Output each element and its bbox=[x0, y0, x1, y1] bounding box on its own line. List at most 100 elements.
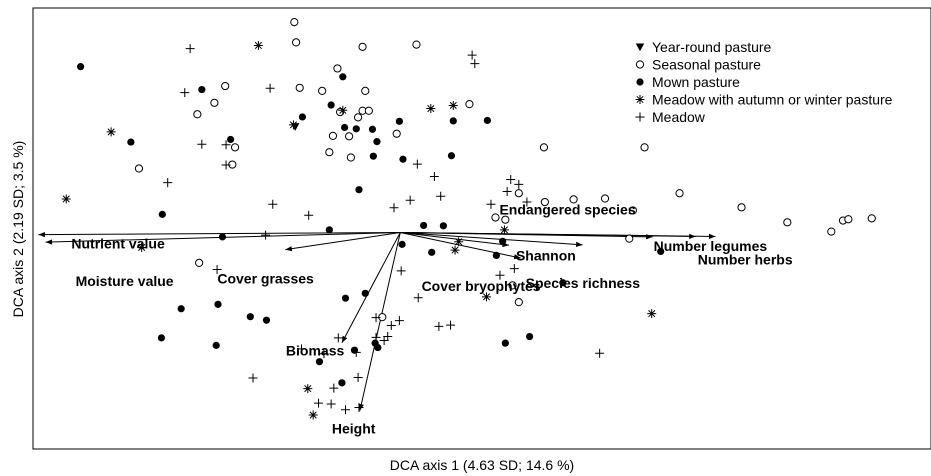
point bbox=[675, 189, 684, 198]
point bbox=[230, 143, 240, 152]
point bbox=[420, 221, 428, 230]
y-axis-title: DCA axis 2 (2.19 SD; 3.5 %) bbox=[10, 141, 26, 318]
x-axis-title: DCA axis 1 (4.63 SD; 14.6 %) bbox=[390, 457, 574, 473]
point bbox=[522, 197, 532, 207]
point bbox=[467, 50, 477, 60]
point bbox=[501, 339, 509, 347]
point bbox=[508, 281, 517, 290]
point bbox=[394, 316, 404, 326]
point bbox=[338, 379, 346, 387]
vector-label-nutrient-value: Nutrient value bbox=[71, 236, 165, 252]
point bbox=[325, 148, 334, 157]
point bbox=[198, 85, 206, 94]
arrowhead bbox=[646, 234, 653, 240]
vector-label-cover-bryophytes: Cover bryophytes bbox=[422, 278, 541, 294]
point bbox=[341, 294, 350, 302]
vector-cover-bryophytes bbox=[400, 231, 583, 247]
point bbox=[297, 344, 307, 354]
point bbox=[325, 226, 333, 234]
arrowhead bbox=[45, 239, 53, 245]
arrowhead bbox=[285, 246, 293, 252]
point bbox=[454, 237, 464, 247]
vector-line bbox=[341, 232, 401, 343]
legend-item-year-round-pasture: Year-round pasture bbox=[635, 39, 772, 55]
point bbox=[364, 106, 373, 115]
point bbox=[446, 320, 456, 330]
arrowhead bbox=[575, 241, 583, 247]
point bbox=[212, 341, 220, 349]
point bbox=[308, 410, 318, 420]
vector-line bbox=[400, 231, 696, 237]
point bbox=[261, 230, 271, 240]
legend-marker bbox=[635, 43, 645, 52]
point bbox=[368, 125, 377, 133]
point bbox=[525, 332, 534, 341]
point bbox=[333, 333, 343, 343]
point bbox=[628, 206, 637, 215]
vector-label-number-herbs: Number herbs bbox=[698, 251, 793, 267]
point bbox=[434, 321, 444, 331]
point bbox=[355, 186, 363, 194]
point bbox=[329, 383, 339, 393]
point bbox=[193, 110, 202, 119]
point bbox=[470, 59, 480, 69]
point bbox=[379, 336, 389, 346]
legend-label: Year-round pasture bbox=[652, 39, 772, 55]
point bbox=[253, 40, 263, 50]
point bbox=[185, 44, 195, 54]
series-mown-pasture bbox=[76, 63, 665, 387]
point bbox=[640, 143, 649, 152]
point bbox=[502, 186, 512, 196]
vector-nutrient-value bbox=[38, 231, 401, 238]
point bbox=[246, 313, 254, 321]
point bbox=[354, 403, 364, 413]
arrowhead bbox=[689, 233, 696, 239]
legend-marker bbox=[635, 95, 645, 104]
point bbox=[290, 18, 299, 27]
point bbox=[389, 203, 399, 213]
point bbox=[371, 313, 381, 323]
point bbox=[540, 197, 549, 207]
point bbox=[268, 199, 278, 209]
point bbox=[447, 152, 456, 160]
point bbox=[106, 127, 116, 137]
vector-line bbox=[38, 231, 401, 236]
point bbox=[495, 270, 505, 280]
vector-labels: Endangered species Shannon Species richnes… bbox=[71, 201, 792, 436]
point bbox=[569, 195, 578, 204]
point bbox=[221, 81, 230, 91]
point bbox=[398, 240, 406, 248]
point bbox=[341, 123, 349, 132]
vector-line bbox=[285, 231, 401, 251]
point bbox=[292, 38, 301, 47]
legend-marker bbox=[635, 60, 645, 69]
point bbox=[412, 40, 421, 49]
point bbox=[346, 153, 355, 162]
point bbox=[373, 138, 381, 146]
vector-label-height: Height bbox=[332, 421, 376, 437]
point bbox=[428, 248, 436, 256]
vector-line bbox=[400, 231, 583, 246]
legend-item-meadow: Meadow bbox=[635, 109, 706, 125]
point bbox=[449, 117, 457, 125]
point bbox=[358, 42, 367, 51]
point bbox=[265, 83, 275, 93]
vector-label-cover-grasses: Cover grasses bbox=[217, 271, 314, 287]
point bbox=[429, 171, 439, 181]
point bbox=[218, 233, 227, 241]
point bbox=[352, 125, 360, 133]
point bbox=[344, 132, 354, 141]
point bbox=[158, 210, 166, 218]
point bbox=[600, 194, 610, 203]
arrowhead bbox=[38, 232, 45, 238]
point bbox=[226, 135, 235, 144]
point bbox=[647, 309, 657, 319]
vector-label-biomass: Biomass bbox=[286, 343, 345, 359]
point bbox=[369, 152, 377, 160]
point-markers bbox=[61, 18, 876, 420]
point bbox=[210, 98, 219, 107]
legend-item-meadow-with-autumn-or-winter-pasture: Meadow with autumn or winter pasture bbox=[635, 92, 893, 108]
point bbox=[412, 159, 422, 169]
point bbox=[386, 321, 396, 331]
